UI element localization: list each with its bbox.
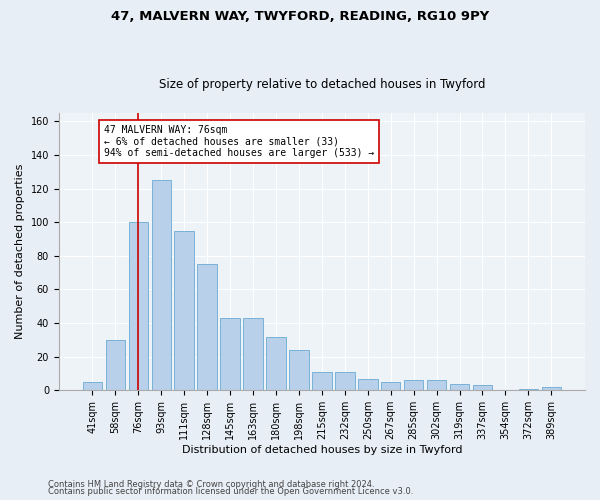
Bar	[175, 230, 194, 390]
Bar	[220, 318, 240, 390]
Title: Size of property relative to detached houses in Twyford: Size of property relative to detached ho…	[158, 78, 485, 91]
Text: Contains public sector information licensed under the Open Government Licence v3: Contains public sector information licen…	[48, 487, 413, 496]
Bar	[518, 388, 538, 390]
Bar	[427, 380, 446, 390]
Bar	[106, 340, 125, 390]
Bar	[473, 386, 492, 390]
Bar	[542, 387, 561, 390]
Bar	[197, 264, 217, 390]
Text: Contains HM Land Registry data © Crown copyright and database right 2024.: Contains HM Land Registry data © Crown c…	[48, 480, 374, 489]
Bar	[404, 380, 424, 390]
Y-axis label: Number of detached properties: Number of detached properties	[15, 164, 25, 340]
Bar	[358, 378, 377, 390]
Bar	[152, 180, 171, 390]
Bar	[450, 384, 469, 390]
Bar	[266, 336, 286, 390]
Text: 47 MALVERN WAY: 76sqm
← 6% of detached houses are smaller (33)
94% of semi-detac: 47 MALVERN WAY: 76sqm ← 6% of detached h…	[104, 125, 374, 158]
Bar	[312, 372, 332, 390]
Bar	[335, 372, 355, 390]
X-axis label: Distribution of detached houses by size in Twyford: Distribution of detached houses by size …	[182, 445, 462, 455]
Bar	[244, 318, 263, 390]
Text: 47, MALVERN WAY, TWYFORD, READING, RG10 9PY: 47, MALVERN WAY, TWYFORD, READING, RG10 …	[111, 10, 489, 23]
Bar	[83, 382, 102, 390]
Bar	[128, 222, 148, 390]
Bar	[381, 382, 400, 390]
Bar	[289, 350, 308, 391]
